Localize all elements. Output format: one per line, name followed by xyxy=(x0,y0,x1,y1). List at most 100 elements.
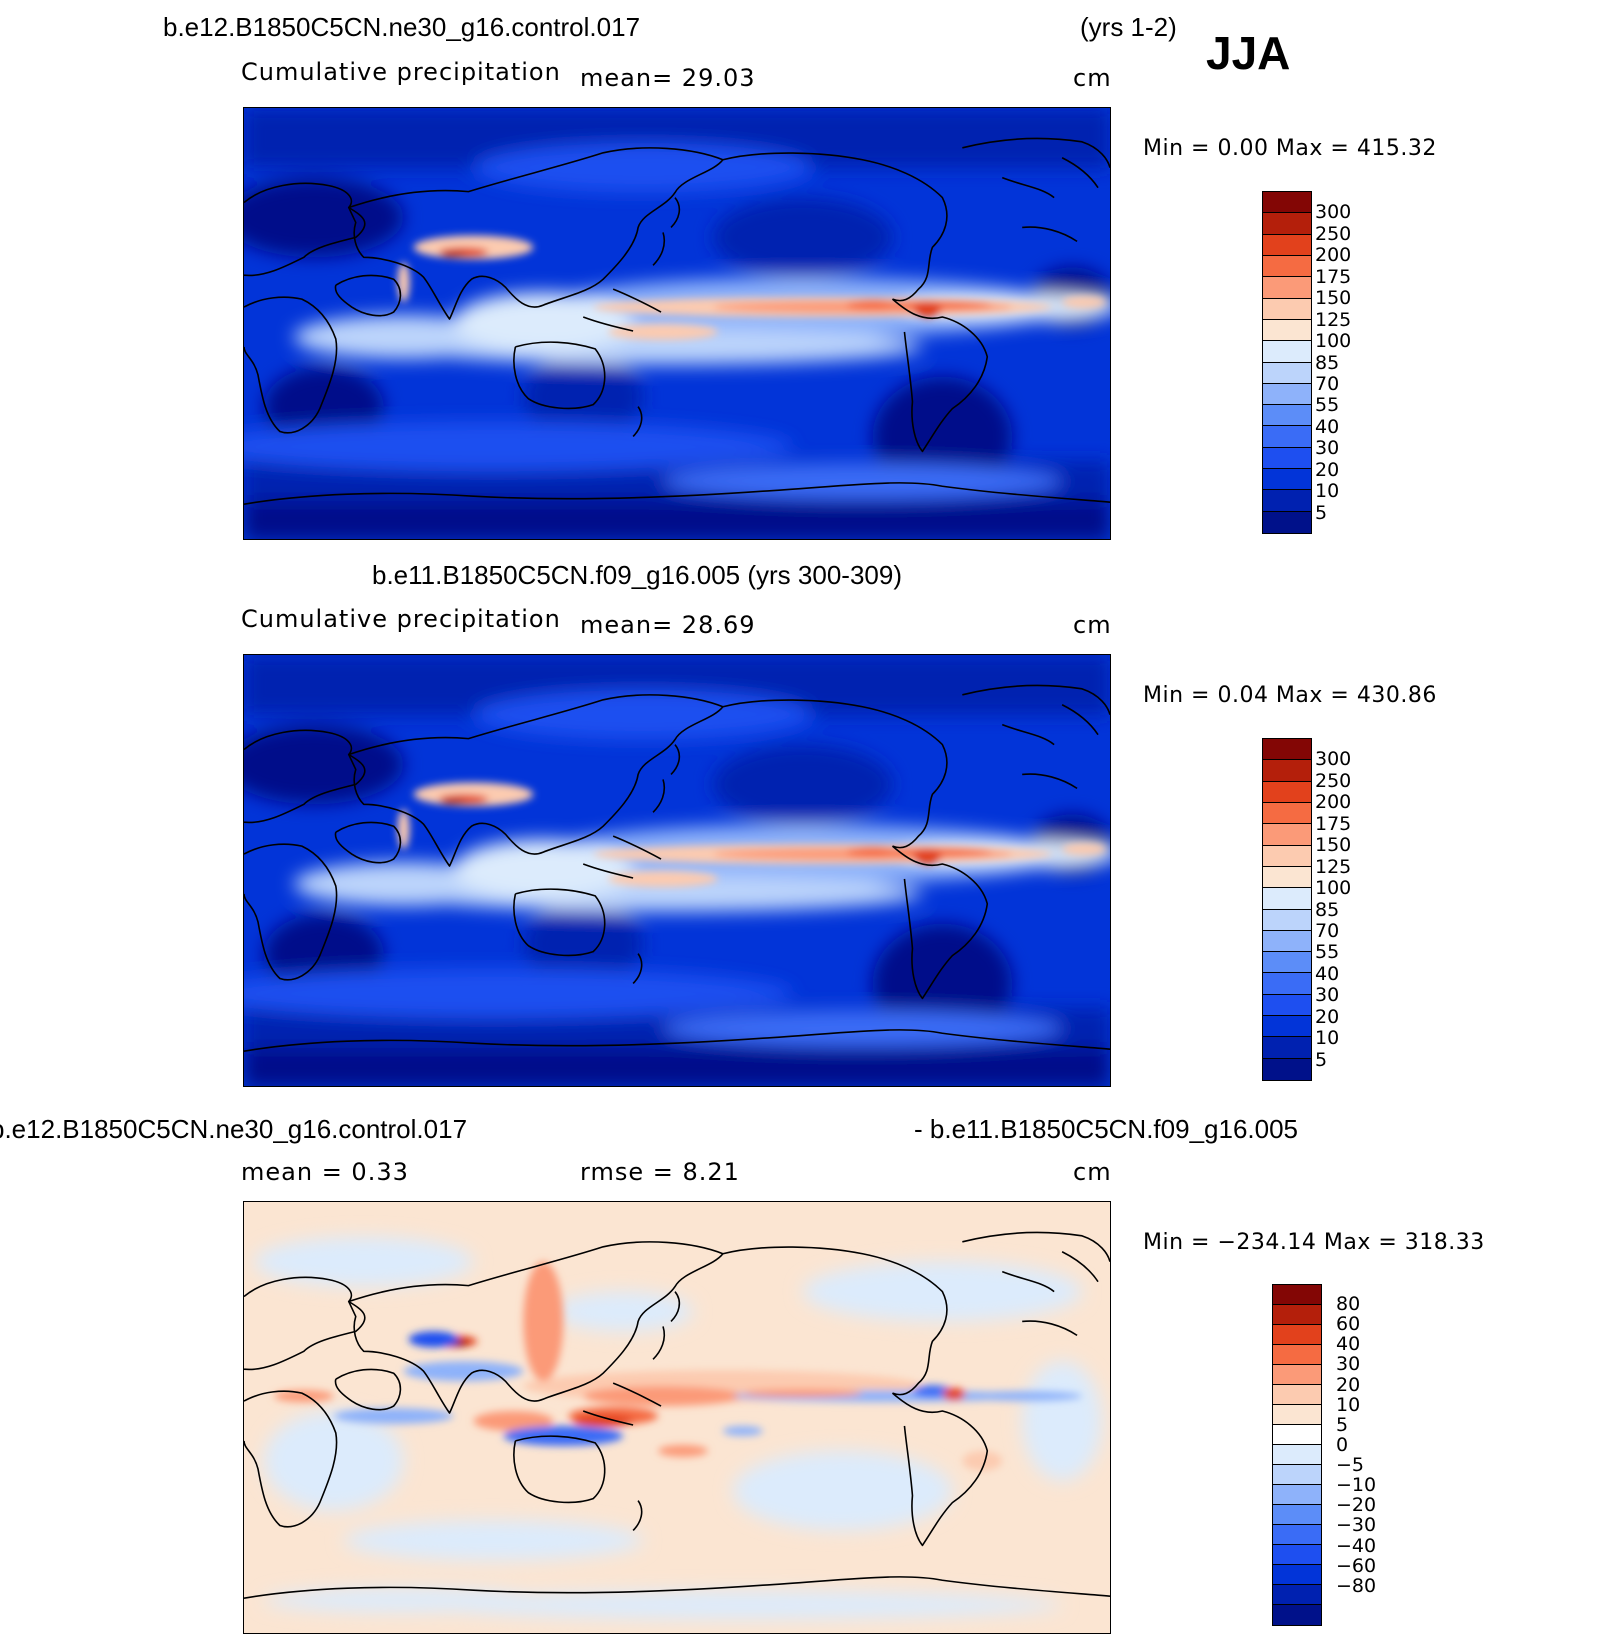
colorbar-tick-label: 300 xyxy=(1315,748,1352,771)
colorbar-tick-label: 10 xyxy=(1336,1393,1361,1416)
colorbar-swatch xyxy=(1263,781,1311,803)
colorbar-tick-label: 20 xyxy=(1315,1005,1340,1028)
colorbar-tick-label: 85 xyxy=(1315,898,1340,921)
panel3-units: cm xyxy=(1073,1158,1112,1186)
colorbar-tick-label: 175 xyxy=(1315,812,1352,835)
colorbar-swatch xyxy=(1263,362,1311,384)
colorbar-swatch xyxy=(1273,1345,1321,1365)
colorbar-swatch xyxy=(1263,973,1311,995)
colorbar-swatch xyxy=(1273,1325,1321,1345)
colorbar-swatch xyxy=(1263,511,1311,533)
colorbar-tick-label: 85 xyxy=(1315,351,1340,374)
panel1-title-years: (yrs 1-2) xyxy=(1080,12,1177,42)
colorbar-tick-label: −80 xyxy=(1336,1574,1377,1597)
panel2-colorbar xyxy=(1262,738,1312,1081)
colorbar-tick-label: 40 xyxy=(1315,415,1340,438)
colorbar-swatch xyxy=(1263,234,1311,256)
panel3-title-left: b.e12.B1850C5CN.ne30_g16.control.017 xyxy=(0,1114,468,1144)
colorbar-swatch xyxy=(1263,341,1311,363)
panel3-title-right: - b.e11.B1850C5CN.f09_g16.005 xyxy=(914,1114,1299,1144)
colorbar-tick-label: −5 xyxy=(1336,1454,1365,1477)
panel1-map-plot xyxy=(244,108,1110,539)
colorbar-tick-label: 125 xyxy=(1315,308,1352,331)
colorbar-swatch xyxy=(1263,192,1311,214)
colorbar-swatch xyxy=(1273,1485,1321,1505)
colorbar-swatch xyxy=(1263,426,1311,448)
panel3-map xyxy=(243,1201,1111,1634)
colorbar-tick-label: 200 xyxy=(1315,244,1352,267)
panel1-title: b.e12.B1850C5CN.ne30_g16.control.017 xyxy=(163,12,641,42)
colorbar-tick-label: 200 xyxy=(1315,791,1352,814)
colorbar-tick-label: 20 xyxy=(1336,1373,1361,1396)
panel2-mean: mean= 28.69 xyxy=(580,611,756,639)
colorbar-swatch xyxy=(1263,1016,1311,1038)
colorbar-tick-label: 125 xyxy=(1315,855,1352,878)
season-label: JJA xyxy=(1206,27,1291,79)
colorbar-tick-label: 55 xyxy=(1315,941,1340,964)
colorbar-swatch xyxy=(1273,1305,1321,1325)
colorbar-tick-label: 300 xyxy=(1315,201,1352,224)
colorbar-swatch xyxy=(1263,845,1311,867)
colorbar-swatch xyxy=(1263,952,1311,974)
colorbar-swatch xyxy=(1263,255,1311,278)
panel3-colorbar xyxy=(1272,1284,1322,1626)
colorbar-tick-label: 80 xyxy=(1336,1293,1361,1316)
colorbar-tick-label: 250 xyxy=(1315,222,1352,245)
colorbar-tick-label: 55 xyxy=(1315,394,1340,417)
colorbar-swatch xyxy=(1273,1585,1321,1605)
colorbar-tick-label: 40 xyxy=(1336,1333,1361,1356)
colorbar-tick-label: −60 xyxy=(1336,1554,1377,1577)
colorbar-swatch xyxy=(1263,1058,1311,1080)
panel2-map-plot xyxy=(244,655,1110,1086)
colorbar-tick-label: −40 xyxy=(1336,1534,1377,1557)
colorbar-tick-label: 175 xyxy=(1315,265,1352,288)
colorbar-tick-label: 60 xyxy=(1336,1313,1361,1336)
colorbar-swatch xyxy=(1263,994,1311,1017)
colorbar-swatch xyxy=(1263,277,1311,299)
panel1-map xyxy=(243,107,1111,540)
colorbar-swatch xyxy=(1263,866,1311,889)
colorbar-swatch xyxy=(1263,888,1311,910)
panel2-title: b.e11.B1850C5CN.f09_g16.005 (yrs 300-309… xyxy=(372,560,902,590)
colorbar-swatch xyxy=(1273,1405,1321,1425)
colorbar-tick-label: 100 xyxy=(1315,330,1352,353)
panel1-units: cm xyxy=(1073,64,1112,92)
panel1-minmax: Min = 0.00 Max = 415.32 xyxy=(1143,136,1437,161)
colorbar-tick-label: 40 xyxy=(1315,962,1340,985)
colorbar-swatch xyxy=(1273,1605,1321,1625)
panel1-mean: mean= 29.03 xyxy=(580,64,756,92)
colorbar-tick-label: 250 xyxy=(1315,769,1352,792)
panel1-variable: Cumulative precipitation xyxy=(241,58,561,86)
colorbar-tick-label: 0 xyxy=(1336,1433,1349,1456)
colorbar-swatch xyxy=(1263,319,1311,342)
colorbar-tick-label: 20 xyxy=(1315,458,1340,481)
colorbar-swatch xyxy=(1263,298,1311,320)
colorbar-tick-label: −20 xyxy=(1336,1494,1377,1517)
colorbar-swatch xyxy=(1273,1425,1321,1445)
colorbar-tick-label: 10 xyxy=(1315,480,1340,503)
colorbar-swatch xyxy=(1263,447,1311,470)
panel3-rmse: rmse = 8.21 xyxy=(580,1158,740,1186)
colorbar-tick-label: 10 xyxy=(1315,1027,1340,1050)
colorbar-tick-label: 5 xyxy=(1336,1413,1349,1436)
colorbar-swatch xyxy=(1273,1505,1321,1525)
colorbar-swatch xyxy=(1263,760,1311,782)
colorbar-tick-label: 150 xyxy=(1315,834,1352,857)
panel2-map xyxy=(243,654,1111,1087)
panel3-map-plot xyxy=(244,1202,1110,1633)
colorbar-swatch xyxy=(1263,824,1311,846)
colorbar-swatch xyxy=(1273,1285,1321,1305)
colorbar-tick-label: 150 xyxy=(1315,287,1352,310)
colorbar-tick-label: 70 xyxy=(1315,372,1340,395)
panel1-colorbar xyxy=(1262,191,1312,534)
colorbar-swatch xyxy=(1273,1545,1321,1565)
colorbar-swatch xyxy=(1263,383,1311,406)
colorbar-swatch xyxy=(1263,802,1311,825)
colorbar-tick-label: 30 xyxy=(1315,437,1340,460)
colorbar-swatch xyxy=(1263,469,1311,491)
colorbar-swatch xyxy=(1273,1465,1321,1485)
colorbar-tick-label: 30 xyxy=(1336,1353,1361,1376)
panel2-units: cm xyxy=(1073,611,1112,639)
colorbar-tick-label: −30 xyxy=(1336,1514,1377,1537)
colorbar-swatch xyxy=(1273,1385,1321,1405)
